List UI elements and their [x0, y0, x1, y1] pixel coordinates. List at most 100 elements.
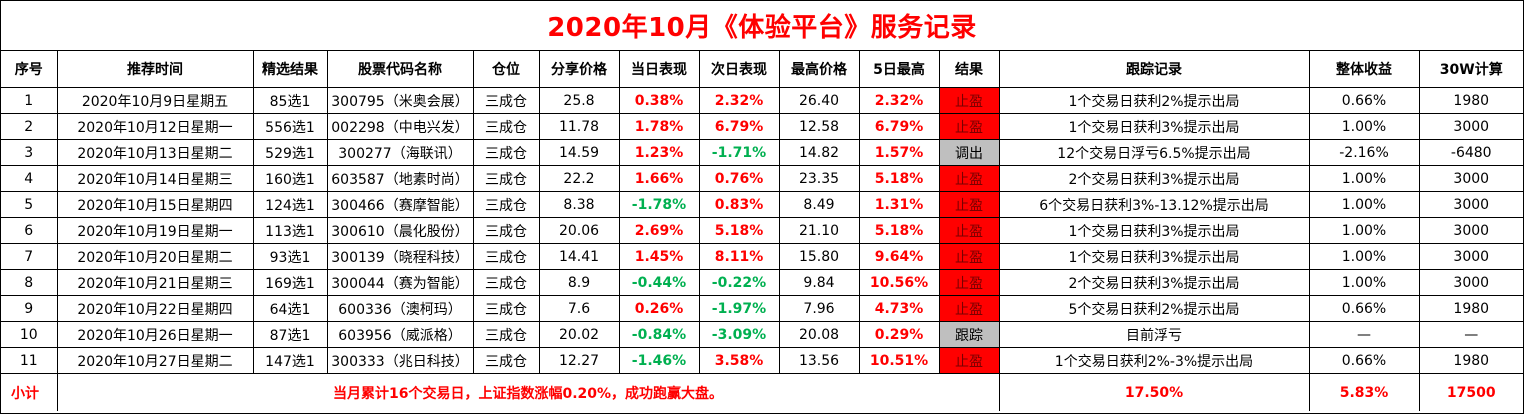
- cell-index: 7: [1, 243, 58, 270]
- cell-position: 三成仓: [472, 269, 540, 296]
- cell-calc: 3000: [1418, 113, 1523, 140]
- cell-date: 2020年10月15日星期四: [56, 191, 254, 218]
- cell-high: 14.82: [778, 139, 860, 166]
- table-row: 8 2020年10月21日星期三 169选1 300044（赛为智能） 三成仓 8.9 -0…: [1, 269, 1523, 296]
- cell-calc: 1980: [1418, 87, 1523, 114]
- cell-stock: 603587（地素时尚）: [326, 165, 474, 192]
- cell-stock: 603956（威派格）: [326, 321, 474, 348]
- cell-track: 1个交易日获利3%提示出局: [998, 243, 1310, 270]
- cell-gain: 0.66%: [1308, 347, 1420, 374]
- summary-gain-total: 5.83%: [1308, 373, 1420, 411]
- cell-day2: -0.22%: [698, 269, 780, 296]
- cell-day2: 2.32%: [698, 87, 780, 114]
- cell-position: 三成仓: [472, 165, 540, 192]
- cell-index: 1: [1, 87, 58, 114]
- cell-price: 11.78: [538, 113, 620, 140]
- cell-result: 止盈: [938, 295, 1000, 322]
- cell-calc: 1980: [1418, 295, 1523, 322]
- cell-result: 止盈: [938, 165, 1000, 192]
- header-gain: 整体收益: [1308, 51, 1420, 88]
- page-title: 2020年10月《体验平台》服务记录: [547, 13, 977, 43]
- cell-stock: 300610（晨化股份）: [326, 217, 474, 244]
- cell-result: 止盈: [938, 191, 1000, 218]
- cell-day1: -0.44%: [618, 269, 700, 296]
- cell-day2: 0.83%: [698, 191, 780, 218]
- cell-stock: 300466（赛摩智能）: [326, 191, 474, 218]
- table-row: 7 2020年10月20日星期二 93选1 300139（晓程科技） 三成仓 14.41 1…: [1, 243, 1523, 270]
- table-row: 6 2020年10月19日星期一 113选1 300610（晨化股份） 三成仓 20.06…: [1, 217, 1523, 244]
- table-row: 4 2020年10月14日星期三 160选1 603587（地素时尚） 三成仓 22.2 1…: [1, 165, 1523, 192]
- cell-result: 止盈: [938, 243, 1000, 270]
- cell-price: 22.2: [538, 165, 620, 192]
- cell-index: 10: [1, 321, 58, 348]
- cell-stock: 300139（晓程科技）: [326, 243, 474, 270]
- header-position: 仓位: [472, 51, 540, 88]
- cell-high5: 1.31%: [858, 191, 940, 218]
- cell-date: 2020年10月22日星期四: [56, 295, 254, 322]
- cell-result: 止盈: [938, 347, 1000, 374]
- cell-high: 26.40: [778, 87, 860, 114]
- cell-gain: 0.66%: [1308, 87, 1420, 114]
- cell-pick: 64选1: [252, 295, 328, 322]
- cell-calc: 3000: [1418, 243, 1523, 270]
- cell-high5: 4.73%: [858, 295, 940, 322]
- cell-position: 三成仓: [472, 87, 540, 114]
- cell-high5: 2.32%: [858, 87, 940, 114]
- cell-high: 15.80: [778, 243, 860, 270]
- summary-label: 小计: [1, 373, 58, 411]
- header-high: 最高价格: [778, 51, 860, 88]
- cell-stock: 600336（澳柯玛）: [326, 295, 474, 322]
- cell-high: 21.10: [778, 217, 860, 244]
- table-row: 2 2020年10月12日星期一 556选1 002298（中电兴发） 三成仓 11.78…: [1, 113, 1523, 140]
- cell-price: 25.8: [538, 87, 620, 114]
- cell-day2: 5.18%: [698, 217, 780, 244]
- cell-day1: 1.45%: [618, 243, 700, 270]
- cell-position: 三成仓: [472, 243, 540, 270]
- cell-pick: 93选1: [252, 243, 328, 270]
- cell-position: 三成仓: [472, 217, 540, 244]
- cell-track: 目前浮亏: [998, 321, 1310, 348]
- cell-pick: 169选1: [252, 269, 328, 296]
- cell-day1: 1.23%: [618, 139, 700, 166]
- cell-price: 12.27: [538, 347, 620, 374]
- cell-track: 1个交易日获利3%提示出局: [998, 113, 1310, 140]
- cell-pick: 160选1: [252, 165, 328, 192]
- cell-pick: 85选1: [252, 87, 328, 114]
- cell-gain: 1.00%: [1308, 191, 1420, 218]
- cell-date: 2020年10月21日星期三: [56, 269, 254, 296]
- cell-stock: 300277（海联讯）: [326, 139, 474, 166]
- summary-text: 当月累计16个交易日，上证指数涨幅0.20%，成功跑赢大盘。: [56, 373, 1000, 411]
- cell-day1: 0.38%: [618, 87, 700, 114]
- cell-calc: —: [1418, 321, 1523, 348]
- cell-high5: 5.18%: [858, 217, 940, 244]
- cell-result: 止盈: [938, 217, 1000, 244]
- cell-pick: 529选1: [252, 139, 328, 166]
- cell-high5: 1.57%: [858, 139, 940, 166]
- header-high5: 5日最高: [858, 51, 940, 88]
- cell-date: 2020年10月14日星期三: [56, 165, 254, 192]
- cell-pick: 87选1: [252, 321, 328, 348]
- cell-high5: 6.79%: [858, 113, 940, 140]
- header-index: 序号: [1, 51, 58, 88]
- cell-price: 7.6: [538, 295, 620, 322]
- cell-price: 8.9: [538, 269, 620, 296]
- cell-pick: 113选1: [252, 217, 328, 244]
- cell-calc: 3000: [1418, 269, 1523, 296]
- record-table: 序号 推荐时间 精选结果 股票代码名称 仓位 分享价格 当日表现 次日表现 最高价格 5日最高 结果…: [1, 51, 1523, 411]
- cell-index: 4: [1, 165, 58, 192]
- table-row: 9 2020年10月22日星期四 64选1 600336（澳柯玛） 三成仓 7.6 0.26…: [1, 295, 1523, 322]
- cell-calc: -6480: [1418, 139, 1523, 166]
- cell-date: 2020年10月26日星期一: [56, 321, 254, 348]
- cell-day1: -1.78%: [618, 191, 700, 218]
- cell-calc: 3000: [1418, 165, 1523, 192]
- cell-index: 8: [1, 269, 58, 296]
- summary-track-total: 17.50%: [998, 373, 1310, 411]
- header-result: 结果: [938, 51, 1000, 88]
- cell-day2: -1.97%: [698, 295, 780, 322]
- cell-day2: 3.58%: [698, 347, 780, 374]
- cell-calc: 3000: [1418, 217, 1523, 244]
- cell-day1: 2.69%: [618, 217, 700, 244]
- cell-high: 20.08: [778, 321, 860, 348]
- header-pick: 精选结果: [252, 51, 328, 88]
